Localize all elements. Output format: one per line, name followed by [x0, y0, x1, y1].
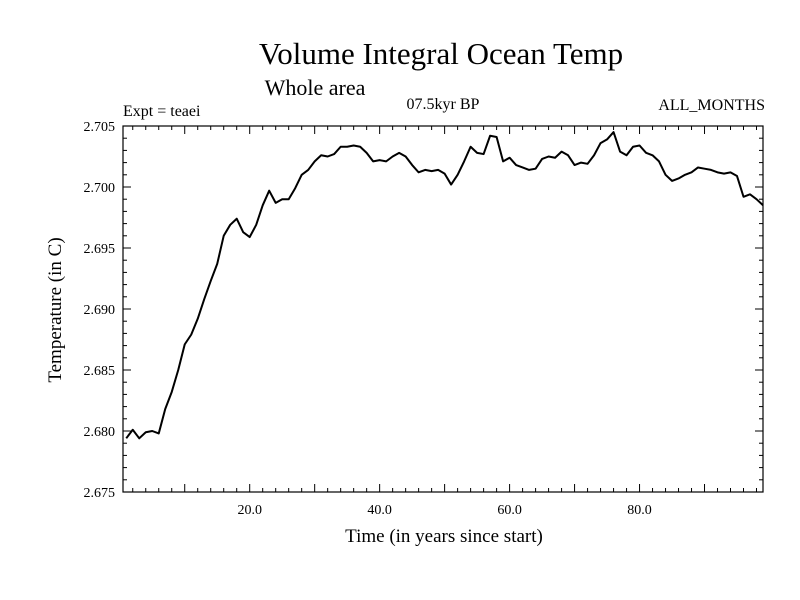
months-label: ALL_MONTHS: [658, 97, 765, 114]
chart-title: Volume Integral Ocean Temp: [259, 36, 623, 71]
y-tick-label: 2.680: [84, 425, 116, 440]
plot-frame: [122, 125, 764, 493]
x-tick-label: 80.0: [627, 503, 652, 518]
y-tick-label: 2.705: [84, 120, 116, 135]
y-axis-label: Temperature (in C): [45, 237, 66, 382]
y-tick-label: 2.675: [84, 486, 116, 501]
x-axis-label: Time (in years since start): [345, 526, 543, 547]
chart-subtitle: Whole area: [265, 75, 366, 100]
y-tick-label: 2.685: [84, 364, 116, 379]
x-tick-label: 20.0: [237, 503, 262, 518]
series-line: [125, 131, 764, 440]
experiment-label: Expt = teaei: [123, 103, 201, 120]
y-axis: 2.675 2.680 2.685 2.690 2.695 2.700 2.705: [84, 120, 763, 501]
period-label: 07.5kyr BP: [407, 96, 480, 113]
x-tick-label: 60.0: [497, 503, 522, 518]
y-tick-label: 2.695: [84, 242, 116, 257]
plot-area: 2.675 2.680 2.685 2.690 2.695 2.700 2.705 20.0…: [84, 120, 764, 518]
x-tick-label: 40.0: [367, 503, 392, 518]
x-axis: 20.0 40.0 60.0 80.0: [132, 126, 758, 518]
y-tick-label: 2.700: [84, 181, 116, 196]
y-tick-label: 2.690: [84, 303, 116, 318]
